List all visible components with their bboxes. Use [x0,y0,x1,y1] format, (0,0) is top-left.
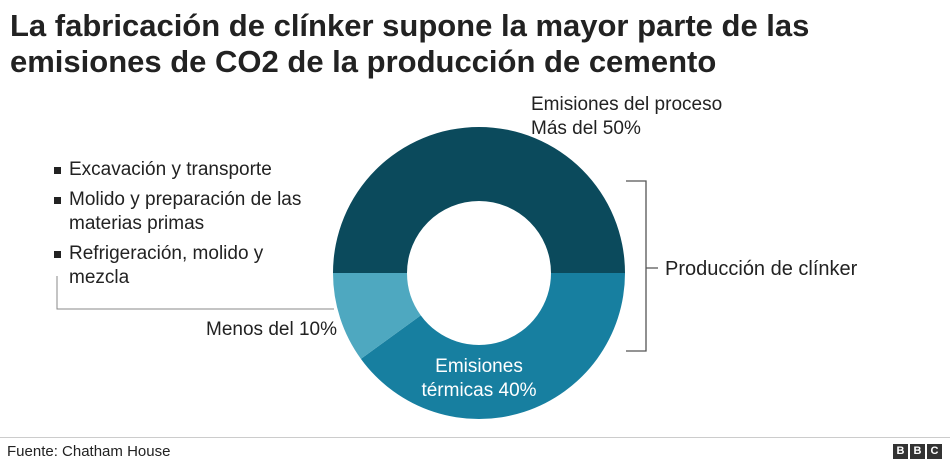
logo-block: B [910,444,925,459]
slice-label-process: Emisiones del proceso Más del 50% [531,94,722,139]
legend-connector-line [56,276,334,310]
legend-item-label-cont: mezcla [69,267,130,288]
square-bullet-icon [54,197,61,204]
legend-item: Molido y preparación de las materias pri… [52,188,337,236]
logo-block: C [927,444,942,459]
logo-block: B [893,444,908,459]
legend-item-label-cont: materias primas [69,213,205,234]
title-line-1: La fabricación de clínker supone la mayo… [10,8,810,43]
square-bullet-icon [54,167,61,174]
chart-annotations: Emisiones del proceso Más del 50% Emisione… [56,94,858,401]
legend-item-label: Refrigeración, molido y [69,243,264,264]
donut-slice-thermal [360,273,625,419]
title-line-2: emisiones de CO2 de la producción de cem… [10,44,717,79]
legend-item: Refrigeración, molido y mezcla [52,242,337,290]
clinker-bracket [626,180,658,352]
legend-item-label: Molido y preparación de las [69,189,302,210]
legend-item: Excavación y transporte [52,158,337,182]
legend-list: Excavación y transporte Molido y prepara… [52,158,337,296]
slice-label-other: Menos del 10% [206,319,337,340]
bbc-logo: B B C [893,444,942,459]
bracket-label: Producción de clínker [665,258,858,280]
donut-slice-other [333,273,421,359]
legend-item-label: Excavación y transporte [69,159,272,180]
footer-divider [0,437,950,438]
square-bullet-icon [54,251,61,258]
source-note: Fuente: Chatham House [7,443,171,460]
chart-title: La fabricación de clínker supone la mayo… [10,8,930,80]
donut-slices [333,127,625,419]
donut-slice-process [333,127,625,273]
slice-label-thermal: Emisiones térmicas 40% [421,356,536,401]
